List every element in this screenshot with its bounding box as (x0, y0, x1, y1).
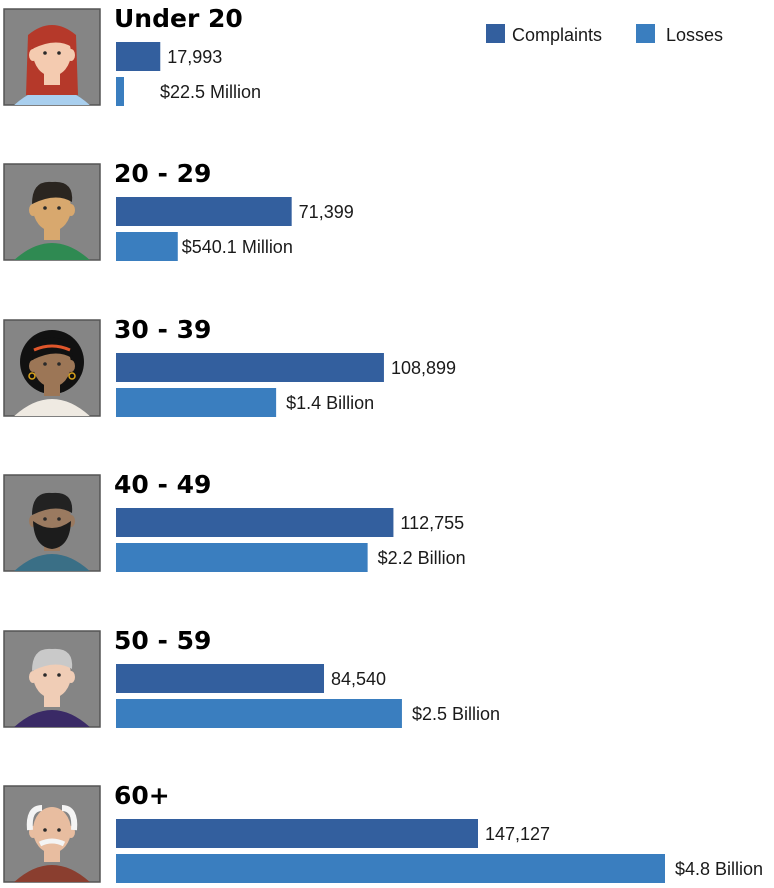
complaints-label: 112,755 (400, 513, 464, 533)
age-group: Under 20 17,993 $22.5 Million (3, 4, 261, 106)
young-man-green-shirt-icon (3, 163, 101, 261)
group-title: Under 20 (114, 4, 243, 33)
complaints-label: 17,993 (167, 47, 222, 67)
group-title: 50 - 59 (114, 626, 211, 655)
complaints-bar (116, 664, 325, 693)
complaints-bar (116, 353, 384, 382)
legend-label-losses: Losses (666, 25, 723, 45)
losses-label: $22.5 Million (160, 82, 261, 102)
age-group: 20 - 29 71,399 $540.1 Million (3, 159, 354, 261)
young-woman-red-hair-icon (3, 8, 101, 106)
complaints-label: 147,127 (485, 824, 550, 844)
losses-bar (116, 543, 368, 572)
age-group: 40 - 49 112,755 $2.2 Billion (3, 470, 466, 572)
losses-label: $540.1 Million (182, 237, 293, 257)
age-group: 60+ 147,127 $4.8 Billion (3, 781, 763, 883)
group-title: 20 - 29 (114, 159, 211, 188)
gray-haired-woman-icon (3, 630, 101, 728)
group-title: 30 - 39 (114, 315, 211, 344)
losses-bar (116, 232, 178, 261)
legend-swatch-losses (636, 24, 655, 43)
woman-curly-hair-earrings-icon (3, 319, 101, 417)
losses-label: $2.2 Billion (378, 548, 466, 568)
complaints-label: 71,399 (299, 202, 354, 222)
group-title: 60+ (114, 781, 170, 810)
losses-bar (116, 699, 402, 728)
legend: Complaints Losses (486, 24, 723, 45)
bearded-man-icon (3, 474, 101, 572)
complaints-bar (116, 42, 161, 71)
age-group: 50 - 59 84,540 $2.5 Billion (3, 626, 500, 728)
complaints-label: 84,540 (331, 669, 386, 689)
losses-label: $4.8 Billion (675, 859, 763, 879)
losses-bar (116, 388, 277, 417)
losses-bar (116, 854, 665, 883)
legend-label-complaints: Complaints (512, 25, 602, 45)
losses-bar (116, 77, 124, 106)
losses-label: $1.4 Billion (286, 393, 374, 413)
complaints-bar (116, 508, 394, 537)
group-title: 40 - 49 (114, 470, 211, 499)
age-group: 30 - 39 108,899 $1.4 Billion (3, 315, 456, 417)
legend-swatch-complaints (486, 24, 505, 43)
complaints-label: 108,899 (391, 358, 456, 378)
complaints-bar (116, 197, 292, 226)
losses-label: $2.5 Billion (412, 704, 500, 724)
elderly-man-mustache-icon (3, 785, 101, 883)
complaints-bar (116, 819, 478, 848)
